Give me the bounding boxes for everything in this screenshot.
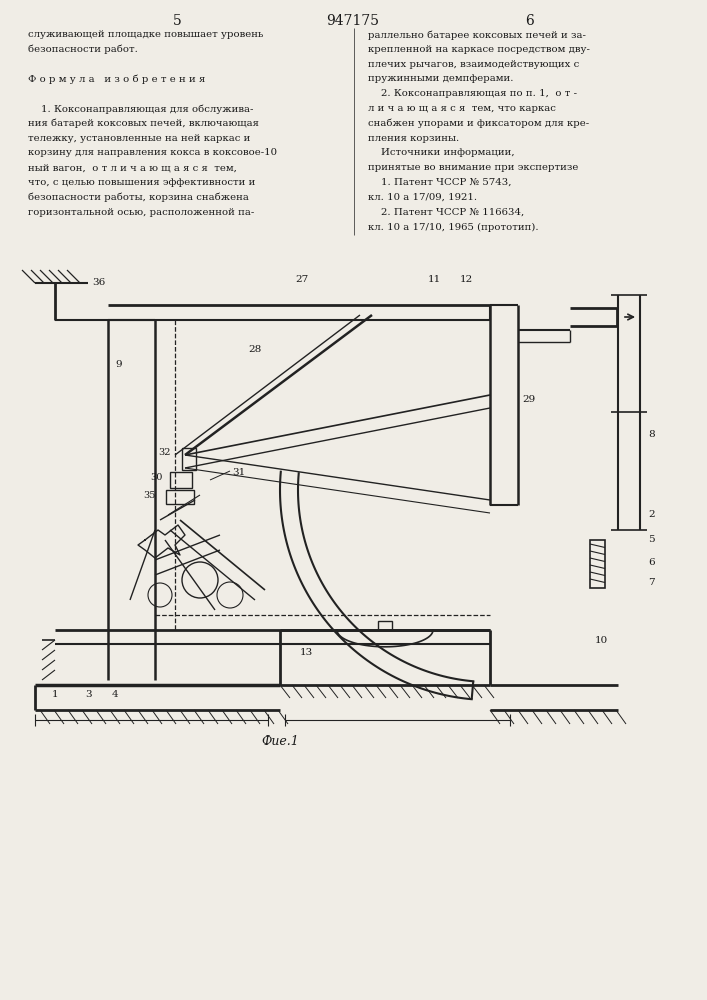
Text: крепленной на каркасе посредством дву-: крепленной на каркасе посредством дву- [368,45,590,54]
Text: 6: 6 [648,558,655,567]
Text: л и ч а ю щ а я с я  тем, что каркас: л и ч а ю щ а я с я тем, что каркас [368,104,556,113]
Text: Источники информации,: Источники информации, [368,148,515,157]
Text: 13: 13 [300,648,313,657]
Text: ный вагон,  о т л и ч а ю щ а я с я  тем,: ный вагон, о т л и ч а ю щ а я с я тем, [28,163,237,172]
Text: 35: 35 [143,491,156,500]
Text: ния батарей коксовых печей, включающая: ния батарей коксовых печей, включающая [28,119,259,128]
Text: пления корзины.: пления корзины. [368,134,460,143]
Text: раллельно батарее коксовых печей и за-: раллельно батарее коксовых печей и за- [368,30,586,39]
Text: безопасности работ.: безопасности работ. [28,45,138,54]
Text: 36: 36 [92,278,105,287]
Text: 3: 3 [85,690,92,699]
Text: кл. 10 а 17/10, 1965 (прототип).: кл. 10 а 17/10, 1965 (прототип). [368,222,539,232]
Text: что, с целью повышения эффективности и: что, с целью повышения эффективности и [28,178,255,187]
Text: 29: 29 [522,395,535,404]
Text: Фие.1: Фие.1 [261,735,299,748]
Bar [166,490,194,504]
Text: кл. 10 а 17/09, 1921.: кл. 10 а 17/09, 1921. [368,193,477,202]
Text: 9: 9 [115,360,122,369]
Text: 4: 4 [112,690,119,699]
Text: тележку, установленные на ней каркас и: тележку, установленные на ней каркас и [28,134,250,143]
Text: 2. Коксонаправляющая по п. 1,  о т -: 2. Коксонаправляющая по п. 1, о т - [368,89,577,98]
Text: 31: 31 [232,468,245,477]
Text: 1. Коксонаправляющая для обслужива-: 1. Коксонаправляющая для обслужива- [28,104,253,113]
Text: 32: 32 [158,448,170,457]
Text: 10: 10 [595,636,608,645]
Text: 2: 2 [648,510,655,519]
Text: корзину для направления кокса в коксовое-10: корзину для направления кокса в коксовое… [28,148,277,157]
Text: 7: 7 [648,578,655,587]
Text: пружинными демпферами.: пружинными демпферами. [368,74,513,83]
Text: снабжен упорами и фиксатором для кре-: снабжен упорами и фиксатором для кре- [368,119,589,128]
Text: горизонтальной осью, расположенной па-: горизонтальной осью, расположенной па- [28,208,255,217]
Text: принятые во внимание при экспертизе: принятые во внимание при экспертизе [368,163,578,172]
Text: служивающей площадке повышает уровень: служивающей площадке повышает уровень [28,30,264,39]
Bar [378,621,392,630]
Text: Ф о р м у л а   и з о б р е т е н и я: Ф о р м у л а и з о б р е т е н и я [28,74,205,84]
Text: 12: 12 [460,275,473,284]
Text: 28: 28 [248,345,262,354]
Bar [590,540,605,588]
Bar [170,472,192,488]
Text: 2. Патент ЧССР № 116634,: 2. Патент ЧССР № 116634, [368,208,525,217]
Text: 8: 8 [648,430,655,439]
Text: 5: 5 [648,535,655,544]
Text: 947175: 947175 [327,14,380,28]
Text: 1: 1 [52,690,59,699]
Text: 1. Патент ЧССР № 5743,: 1. Патент ЧССР № 5743, [368,178,511,187]
Text: плечих рычагов, взаимодействующих с: плечих рычагов, взаимодействующих с [368,60,579,69]
Text: 27: 27 [295,275,308,284]
Text: 5: 5 [173,14,182,28]
Text: 6: 6 [525,14,534,28]
Text: 11: 11 [428,275,441,284]
Text: безопасности работы, корзина снабжена: безопасности работы, корзина снабжена [28,193,249,202]
Bar [182,448,196,470]
Text: 30: 30 [150,473,163,482]
